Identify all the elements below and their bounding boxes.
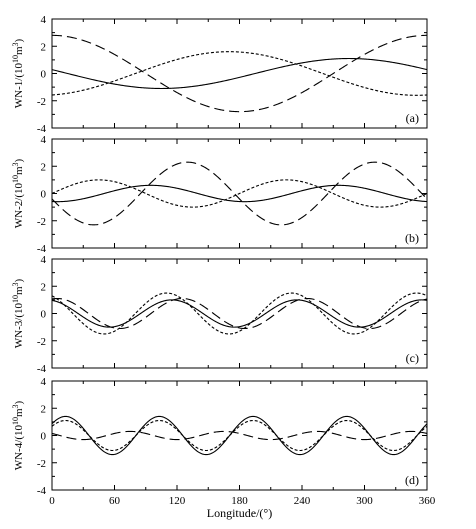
panel-label: (a)	[406, 111, 419, 125]
y-tick-label: 0	[41, 431, 47, 443]
series-line-short-dash	[51, 419, 428, 452]
series-line-long-dash	[51, 297, 428, 330]
y-tick-label: 2	[41, 161, 47, 173]
x-axis-label: Longitude/(°)	[207, 506, 272, 520]
y-tick-label: -4	[37, 123, 47, 135]
panel-label: (b)	[405, 231, 419, 245]
y-tick-label: 4	[41, 134, 47, 146]
panel-label: (c)	[406, 351, 419, 365]
series-line-solid	[51, 184, 428, 203]
y-tick-label: 4	[41, 376, 47, 388]
series-line-solid	[51, 415, 428, 456]
series-line-long-dash	[51, 34, 428, 113]
y-axis-label: WN-4/(1010m3)	[11, 400, 25, 470]
y-tick-label: -4	[37, 485, 47, 497]
series-line-long-dash	[51, 161, 428, 226]
x-tick-label: 360	[419, 495, 436, 507]
y-tick-label: 4	[41, 254, 47, 266]
plot-frame	[51, 18, 428, 129]
series-line-short-dash	[51, 51, 428, 96]
x-tick-label: 300	[356, 495, 373, 507]
y-tick-label: -2	[37, 216, 46, 228]
x-tick-label: 60	[109, 495, 121, 507]
y-tick-label: -4	[37, 243, 47, 255]
x-tick-label: 120	[169, 495, 186, 507]
series-line-long-dash	[51, 430, 428, 441]
series-line-solid	[51, 299, 428, 328]
y-axis-label: WN-3/(1010m3)	[11, 278, 25, 348]
series-line-solid	[51, 57, 428, 90]
panel-2: 4 2 0 -2 -4 WN-2/(1010m3) (b)	[11, 134, 428, 255]
y-tick-label: -4	[37, 363, 47, 375]
y-tick-label: 2	[41, 41, 47, 53]
y-axis-label: WN-2/(1010m3)	[11, 158, 25, 228]
panel-1: 4 2 0 -2 -4 WN-1/(1010m3) (a)	[11, 14, 428, 135]
series-line-short-dash	[51, 179, 428, 208]
y-axis-label: WN-1/(1010m3)	[11, 38, 25, 108]
x-tick-label: 240	[294, 495, 311, 507]
x-tick-label: 0	[49, 495, 55, 507]
y-tick-label: 0	[41, 189, 47, 201]
series-line-short-dash	[51, 292, 428, 335]
y-tick-label: 2	[41, 281, 47, 293]
plot-frame	[51, 258, 428, 369]
y-tick-label: 4	[41, 14, 47, 26]
y-tick-label: -2	[37, 458, 46, 470]
panel-label: (d)	[405, 473, 419, 487]
y-tick-label: -2	[37, 336, 46, 348]
y-tick-label: 0	[41, 309, 47, 321]
y-tick-label: 2	[41, 403, 47, 415]
x-tick-label: 180	[231, 495, 248, 507]
panel-4: 420-2-40 60 120 180 240 300 360WN-4/(1010m3)(d…	[11, 376, 436, 520]
y-tick-label: 0	[41, 69, 47, 81]
panel-3: 4 2 0 -2 -4 WN-3/(1010m3) (c)	[11, 254, 428, 375]
y-tick-label: -2	[37, 96, 46, 108]
